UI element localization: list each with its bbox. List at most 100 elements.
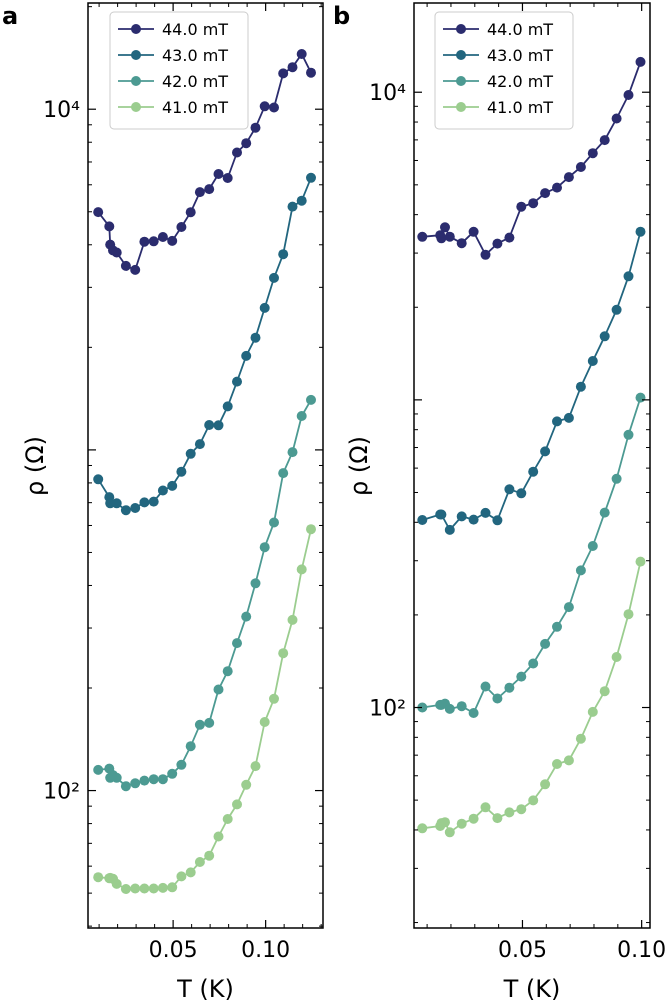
data-point	[204, 420, 215, 430]
data-point	[167, 235, 178, 246]
data-point	[259, 101, 270, 112]
data-point	[250, 761, 261, 772]
data-point	[456, 818, 467, 829]
data-point	[623, 90, 634, 100]
data-point	[278, 68, 289, 79]
data-point	[635, 226, 646, 237]
data-point	[93, 474, 104, 485]
chart-panel-b: 0.05 0.10 10² 10⁴ T (K) ρ (Ω) 44.0 mT 43.0 mT 42…	[345, 2, 666, 1003]
data-point	[104, 221, 115, 232]
legend-marker	[131, 102, 141, 112]
data-point	[185, 867, 196, 878]
data-point	[232, 376, 242, 387]
data-point	[269, 272, 279, 283]
data-point	[157, 882, 168, 893]
data-point	[287, 62, 298, 73]
data-point	[492, 515, 503, 526]
data-point	[222, 401, 233, 412]
data-point	[623, 271, 634, 282]
data-point	[306, 172, 316, 183]
data-point	[130, 264, 141, 275]
data-point	[167, 882, 178, 893]
data-point	[540, 188, 551, 199]
legend-label: 42.0 mT	[162, 72, 228, 91]
data-point	[250, 122, 261, 133]
data-point	[417, 231, 428, 242]
series-1	[417, 56, 646, 260]
legend-box	[434, 11, 574, 130]
data-point	[241, 350, 252, 361]
data-point	[194, 857, 205, 867]
data-point	[587, 356, 598, 366]
data-point	[139, 236, 150, 247]
x-tick-label: 0.05	[498, 938, 547, 963]
data-point	[287, 447, 298, 458]
data-point	[157, 774, 168, 785]
legend-label: 41.0 mT	[162, 98, 228, 117]
data-point	[204, 717, 215, 728]
y-axis-label: ρ (Ω)	[345, 436, 373, 496]
data-point	[120, 781, 131, 792]
data-point	[417, 702, 428, 713]
data-point	[120, 884, 131, 894]
legend-marker	[456, 76, 466, 86]
panel-label-b: b	[333, 2, 350, 30]
data-point	[436, 233, 447, 244]
data-point	[139, 775, 150, 786]
data-point	[176, 871, 187, 882]
data-point	[306, 394, 316, 405]
data-point	[563, 172, 574, 183]
data-point	[552, 416, 562, 427]
data-point	[623, 429, 634, 440]
data-point	[111, 498, 122, 509]
x-axis-label: T (K)	[503, 975, 561, 1003]
data-point	[563, 602, 574, 613]
data-point	[232, 799, 242, 810]
data-point	[504, 484, 515, 495]
data-point	[259, 302, 270, 313]
data-point	[444, 827, 455, 838]
data-point	[456, 511, 467, 522]
data-point	[456, 701, 467, 712]
data-point	[130, 778, 141, 789]
data-point	[528, 795, 539, 806]
data-point	[185, 207, 196, 218]
y-axis-label: ρ (Ω)	[21, 436, 49, 496]
data-point	[157, 485, 168, 496]
data-point	[176, 466, 187, 477]
data-point	[306, 67, 316, 78]
data-point	[417, 515, 428, 525]
data-point	[278, 249, 289, 260]
data-point	[194, 719, 205, 730]
data-point	[111, 878, 122, 889]
data-point	[204, 184, 215, 195]
plot-frame	[413, 2, 651, 929]
data-point	[516, 804, 527, 815]
data-point	[575, 733, 586, 744]
data-point	[575, 381, 586, 392]
data-point	[504, 682, 515, 693]
data-point	[587, 706, 598, 717]
series-2	[417, 226, 646, 535]
data-point	[269, 517, 279, 528]
data-point	[111, 772, 122, 783]
data-point	[194, 187, 205, 198]
data-point	[480, 681, 491, 692]
data-point	[516, 201, 527, 212]
data-point	[93, 872, 104, 883]
data-point	[213, 420, 224, 431]
data-point	[241, 138, 252, 149]
data-point	[148, 774, 159, 785]
data-point	[139, 883, 150, 894]
x-tick-label: 0.10	[617, 938, 666, 963]
x-tick-label: 0.05	[149, 938, 198, 963]
data-point	[575, 162, 586, 172]
data-point	[194, 439, 205, 450]
data-point	[259, 717, 270, 727]
data-point	[516, 488, 527, 499]
data-point	[635, 56, 646, 67]
legend: 44.0 mT 43.0 mT 42.0 mT 41.0 mT	[434, 11, 574, 130]
data-point	[241, 611, 252, 622]
legend-marker	[131, 24, 141, 34]
data-point	[278, 648, 289, 659]
